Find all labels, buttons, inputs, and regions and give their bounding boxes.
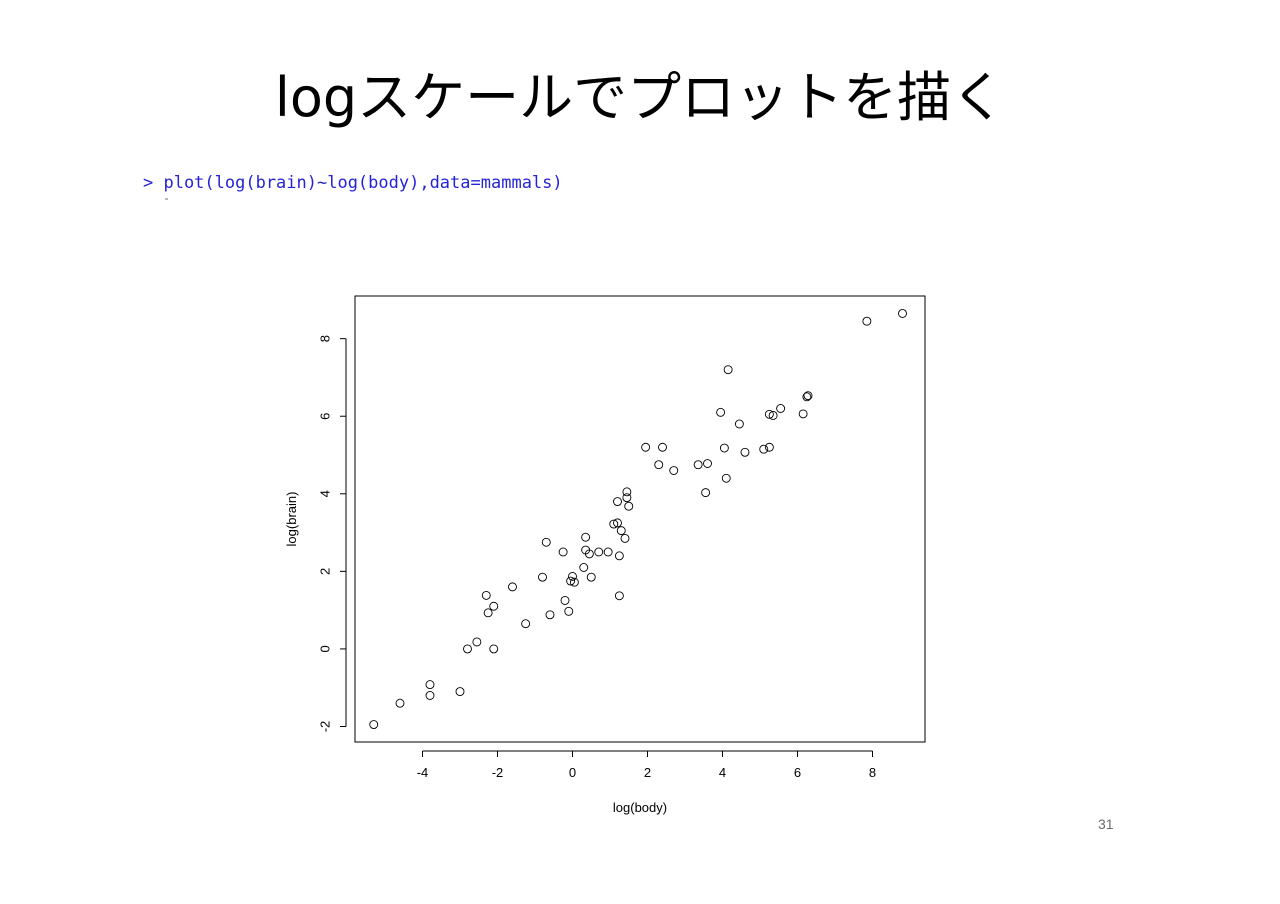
data-point <box>472 637 482 647</box>
data-point <box>481 590 491 600</box>
y-tick-label: 8 <box>317 335 332 342</box>
data-point <box>616 526 626 536</box>
data-point <box>603 547 613 557</box>
data-point <box>764 442 774 452</box>
data-point <box>768 411 778 420</box>
y-tick-label: 0 <box>317 645 332 652</box>
data-points <box>369 309 907 729</box>
data-point <box>693 460 703 470</box>
data-point <box>614 591 624 601</box>
y-tick-label: -2 <box>317 721 332 733</box>
x-tick-label: 2 <box>644 765 651 780</box>
data-point <box>740 447 750 457</box>
data-point <box>764 409 774 419</box>
data-point <box>568 571 577 581</box>
y-tick-label: 2 <box>317 568 332 575</box>
data-point <box>723 365 733 375</box>
data-point <box>483 608 493 618</box>
data-point <box>425 680 435 690</box>
data-point <box>564 606 574 616</box>
data-point <box>716 407 726 417</box>
data-point <box>613 497 622 506</box>
y-axis: -2 0 2 4 6 8 <box>317 335 347 733</box>
data-point <box>579 563 589 572</box>
y-axis-label: log(brain) <box>284 492 299 547</box>
data-point <box>508 582 517 592</box>
data-point <box>395 698 405 708</box>
data-point <box>425 691 435 700</box>
console-cursor <box>165 198 168 200</box>
data-point <box>560 595 570 605</box>
data-point <box>803 391 813 401</box>
data-point <box>566 576 576 586</box>
data-point <box>719 443 729 453</box>
x-tick-label: -2 <box>492 765 504 780</box>
data-point <box>613 518 622 528</box>
x-tick-label: -4 <box>417 765 429 780</box>
data-point <box>776 404 786 413</box>
x-tick-label: 0 <box>569 765 576 780</box>
data-point <box>569 577 579 587</box>
data-point <box>624 501 634 511</box>
x-tick-label: 6 <box>794 765 801 780</box>
data-point <box>669 466 679 475</box>
plot-frame <box>354 295 926 743</box>
data-point <box>703 459 712 468</box>
x-tick-label: 8 <box>869 765 876 780</box>
data-point <box>521 619 531 629</box>
data-point <box>641 442 651 452</box>
data-point <box>862 316 872 326</box>
data-point <box>541 537 551 547</box>
data-point <box>369 720 379 729</box>
data-point <box>622 493 632 503</box>
data-point <box>898 309 907 318</box>
data-point <box>721 473 731 483</box>
slide-number: 31 <box>1098 816 1114 832</box>
y-tick-label: 6 <box>317 413 332 420</box>
data-point <box>584 549 594 559</box>
slide-title: logスケールでプロットを描く <box>274 66 1006 129</box>
r-command-line: > plot(log(brain)~log(body),data=mammals… <box>143 173 563 193</box>
data-point <box>581 532 591 542</box>
data-point <box>798 409 808 419</box>
data-point <box>455 687 465 697</box>
data-point <box>759 444 769 454</box>
data-point <box>463 644 472 654</box>
data-point <box>658 442 667 452</box>
data-point <box>545 610 555 620</box>
data-point <box>622 487 632 497</box>
data-point <box>558 547 568 557</box>
data-point <box>620 533 630 543</box>
y-tick-label: 4 <box>317 490 332 497</box>
x-axis: -4 -2 0 2 4 6 8 <box>417 750 876 780</box>
scatter-chart: -4 -2 0 2 4 6 8 -2 0 2 4 6 8 log(body) log(brain) <box>284 295 926 815</box>
data-point <box>734 419 744 429</box>
data-point <box>489 601 499 611</box>
data-point <box>586 572 596 582</box>
data-point <box>614 551 624 561</box>
data-point <box>594 547 604 557</box>
data-point <box>538 572 547 582</box>
x-tick-label: 4 <box>719 765 726 780</box>
data-point <box>489 644 499 654</box>
data-point <box>701 488 711 498</box>
data-point <box>802 392 812 402</box>
data-point <box>609 519 619 529</box>
data-point <box>654 460 664 470</box>
x-axis-label: log(body) <box>613 800 667 815</box>
